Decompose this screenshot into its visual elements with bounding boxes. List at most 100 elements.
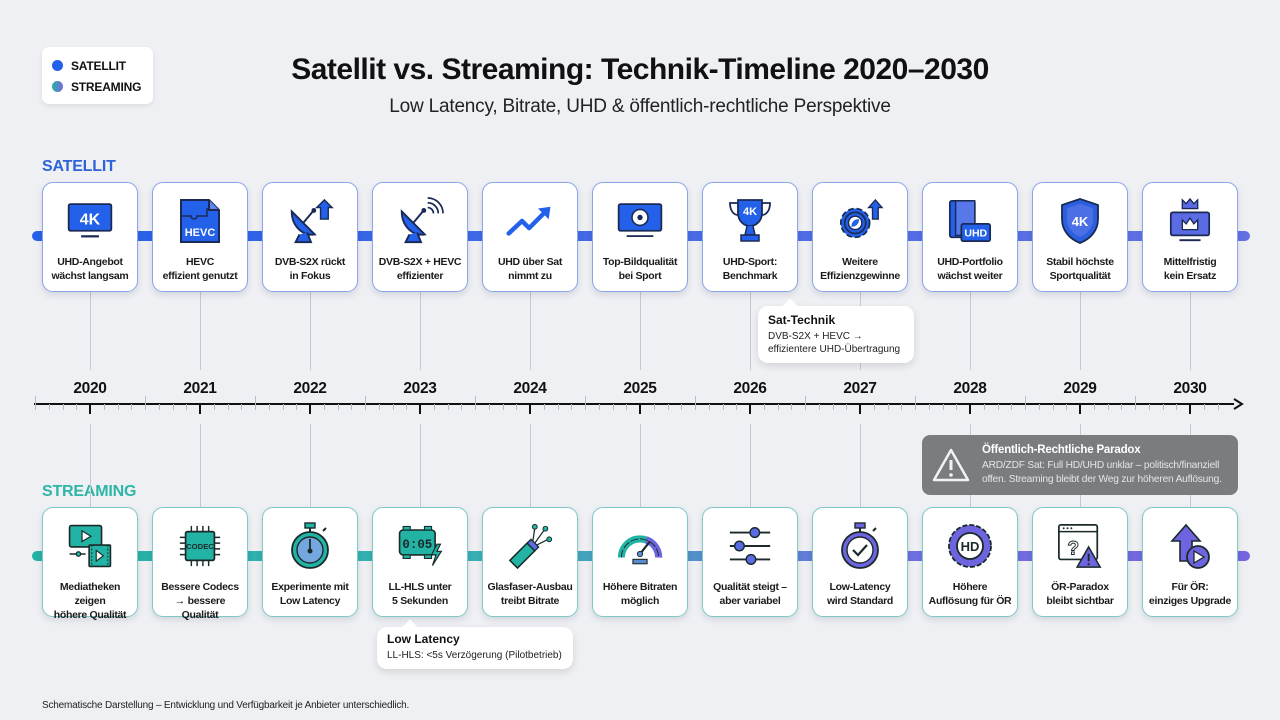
satellit-card-2029[interactable]: 4K Stabil höchste Sportqualität: [1032, 182, 1128, 292]
connector-line: [860, 424, 861, 507]
year-label: 2025: [623, 380, 657, 397]
satellit-card-2022[interactable]: DVB-S2X rückt in Fokus: [262, 182, 358, 292]
card-label: DVB-S2X + HEVC: [378, 256, 462, 268]
tick-minor: [805, 396, 806, 410]
tick-minor: [104, 404, 105, 410]
4k-trophy-icon: 4K: [726, 197, 774, 245]
satellite-dish-arrow-up-icon: [286, 197, 334, 245]
lane-label-satellit: SATELLIT: [42, 158, 116, 175]
satellit-card-2027[interactable]: Weitere Effizienzgewinne: [812, 182, 908, 292]
hevc-puzzle-file-icon: HEVC: [176, 197, 224, 245]
tick-minor: [1053, 404, 1054, 410]
year-label: 2023: [403, 380, 437, 397]
legend-item-streaming: STREAMING: [52, 76, 153, 97]
tick-minor: [324, 404, 325, 410]
card-label: Mediatheken zeigen: [59, 581, 121, 607]
tick-minor: [681, 404, 682, 410]
tick-minor: [819, 404, 820, 410]
satellit-card-2026[interactable]: 4K UHD-Sport: Benchmark: [702, 182, 798, 292]
streaming-card-2029[interactable]: ? ÖR-Paradox bleibt sichtbar: [1032, 507, 1128, 617]
card-label: Weitere: [842, 256, 878, 268]
axis-arrow-icon: [1233, 398, 1244, 410]
streaming-card-2026[interactable]: Qualität steigt – aber variabel: [702, 507, 798, 617]
connector-line: [310, 424, 311, 507]
tick-minor: [145, 396, 146, 410]
uhd-book-stack-icon: UHD: [946, 197, 994, 245]
tick-major: [89, 404, 91, 414]
streaming-card-2020[interactable]: Mediatheken zeigen höhere Qualität: [42, 507, 138, 621]
tick-minor: [63, 404, 64, 410]
streaming-card-2023[interactable]: 0:05 LL-HLS unter 5 Sekunden: [372, 507, 468, 617]
streaming-card-2021[interactable]: CODEC Bessere Codecs → bessere Qualität: [152, 507, 248, 621]
streaming-card-2025[interactable]: Höhere Bitraten möglich: [592, 507, 688, 617]
card-label: HEVC: [186, 256, 214, 268]
connector-line: [420, 424, 421, 507]
tick-minor: [1218, 404, 1219, 410]
tick-minor: [778, 404, 779, 410]
streaming-card-2028[interactable]: HD Höhere Auflösung für ÖR: [922, 507, 1018, 617]
tick-minor: [1135, 396, 1136, 410]
tick-minor: [49, 404, 50, 410]
tick-minor: [255, 396, 256, 410]
tv-football-icon: [616, 197, 664, 245]
legend-label: SATELLIT: [71, 58, 126, 73]
card-label: ÖR-Paradox: [1051, 581, 1109, 593]
card-label: in Fokus: [289, 270, 331, 282]
satellit-card-2024[interactable]: UHD über Sat nimmt zu: [482, 182, 578, 292]
tick-minor: [901, 404, 902, 410]
connector-line: [750, 424, 751, 507]
page-title: Satellit vs. Streaming: Technik-Timeline…: [291, 53, 989, 86]
page-subtitle: Low Latency, Bitrate, UHD & öffentlich-r…: [389, 96, 891, 117]
tick-minor: [1204, 404, 1205, 410]
tick-minor: [874, 404, 875, 410]
tick-minor: [929, 404, 930, 410]
tick-minor: [228, 404, 229, 410]
satellit-card-2020[interactable]: 4K UHD-Angebot wächst langsam: [42, 182, 138, 292]
connector-line: [640, 292, 641, 370]
tick-minor: [461, 404, 462, 410]
fiber-optic-cable-icon: [506, 522, 554, 570]
streaming-card-2024[interactable]: Glasfaser-Ausbau treibt Bitrate: [482, 507, 578, 617]
satellit-card-2021[interactable]: HEVC HEVC effizient genutzt: [152, 182, 248, 292]
card-label: aber variabel: [719, 595, 781, 607]
svg-text:?: ?: [1067, 539, 1079, 560]
speedometer-gauge-icon: [616, 522, 664, 570]
card-label: bleibt sichtbar: [1046, 595, 1114, 607]
tick-minor: [1121, 404, 1122, 410]
lane-label-streaming: STREAMING: [42, 483, 136, 501]
streaming-card-2022[interactable]: Experimente mit Low Latency: [262, 507, 358, 617]
trend-up-arrow-icon: [506, 197, 554, 245]
connector-line: [200, 424, 201, 507]
card-label: Qualität steigt –: [713, 581, 787, 593]
card-label: Top-Bildqualität: [602, 256, 678, 268]
tick-minor: [269, 404, 270, 410]
tick-minor: [846, 404, 847, 410]
tick-minor: [1149, 404, 1150, 410]
tick-minor: [709, 404, 710, 410]
card-label: DVB-S2X rückt: [274, 256, 346, 268]
tick-minor: [984, 404, 985, 410]
card-label: Auflösung für ÖR: [928, 595, 1012, 607]
card-label: bei Sport: [618, 270, 662, 282]
streaming-card-2027[interactable]: Low-Latency wird Standard: [812, 507, 908, 617]
connector-line: [310, 292, 311, 370]
tick-minor: [173, 404, 174, 410]
footnote: Schematische Darstellung – Entwicklung u…: [42, 700, 410, 711]
satellit-card-2028[interactable]: UHD UHD-Portfolio wächst weiter: [922, 182, 1018, 292]
card-label: Low-Latency: [829, 581, 891, 593]
tick-minor: [338, 404, 339, 410]
card-label: Bessere Codecs: [161, 581, 239, 593]
svg-text:CODEC: CODEC: [186, 542, 214, 551]
satellit-card-2025[interactable]: Top-Bildqualität bei Sport: [592, 182, 688, 292]
year-label: 2020: [73, 380, 107, 397]
card-label: UHD über Sat: [497, 256, 563, 268]
card-label: Effizienzgewinne: [820, 270, 900, 282]
tick-major: [639, 404, 641, 414]
satellit-card-2030[interactable]: Mittelfristig kein Ersatz: [1142, 182, 1238, 292]
tick-minor: [613, 404, 614, 410]
callout-title: Low Latency: [387, 632, 460, 646]
tick-minor: [1039, 404, 1040, 410]
satellit-card-2023[interactable]: DVB-S2X + HEVC effizienter: [372, 182, 468, 292]
streaming-card-2030[interactable]: Für ÖR: einziges Upgrade: [1142, 507, 1238, 617]
card-label: möglich: [620, 595, 660, 607]
